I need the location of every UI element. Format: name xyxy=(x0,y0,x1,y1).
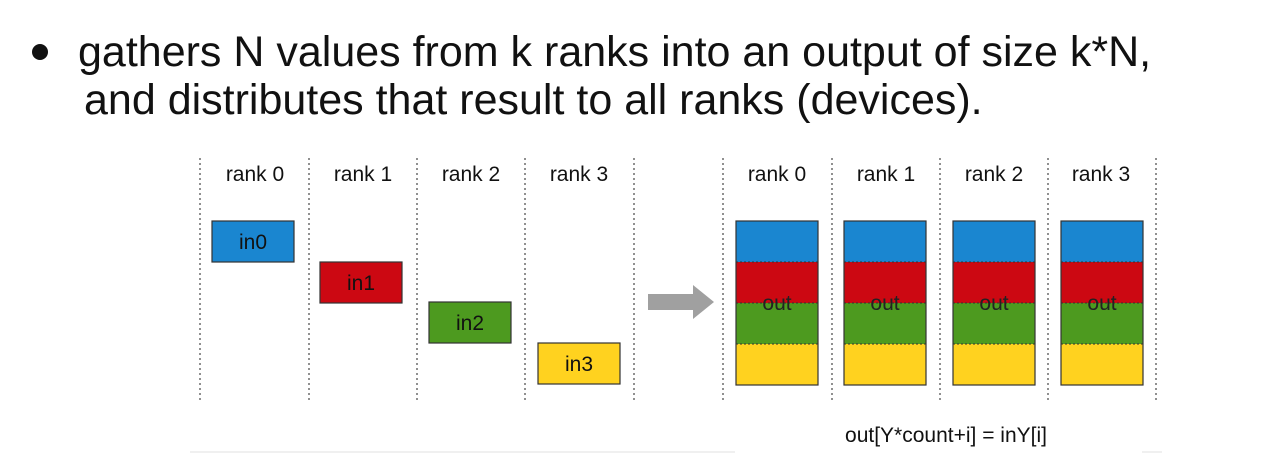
output-stack-0 xyxy=(735,220,819,386)
output-segment-0-2 xyxy=(736,303,818,344)
output-stack-3 xyxy=(1060,220,1144,386)
output-segment-1-0 xyxy=(844,221,926,262)
output-stack-1 xyxy=(843,220,927,386)
input-box-0 xyxy=(211,220,295,263)
input-label-3: in3 xyxy=(565,353,593,376)
right-rank-label-2: rank 2 xyxy=(965,163,1023,186)
right-rank-label-1: rank 1 xyxy=(857,163,915,186)
left-rank-label-1: rank 1 xyxy=(334,163,392,186)
right-separators xyxy=(722,158,1157,400)
bullet-line-1: gathers N values from k ranks into an ou… xyxy=(28,28,1268,76)
output-segment-2-0 xyxy=(953,221,1035,262)
left-rank-label-0: rank 0 xyxy=(226,163,284,186)
input-label-1: in1 xyxy=(347,272,375,295)
right-arrow-icon xyxy=(648,285,714,319)
output-stack-2 xyxy=(952,220,1036,386)
output-segment-3-1 xyxy=(1061,262,1143,303)
input-box-1 xyxy=(319,261,403,304)
input-box-2 xyxy=(428,301,512,344)
input-label-2: in2 xyxy=(456,312,484,335)
bullet-line-2-text: and distributes that result to all ranks… xyxy=(84,76,983,124)
left-separators xyxy=(199,158,635,400)
output-segment-1-2 xyxy=(844,303,926,344)
bullet-text: gathers N values from k ranks into an ou… xyxy=(28,28,1268,124)
output-segment-3-3 xyxy=(1061,344,1143,385)
output-label-2: out xyxy=(979,292,1008,315)
right-rank-label-3: rank 3 xyxy=(1072,163,1130,186)
output-segment-2-3 xyxy=(953,344,1035,385)
output-segment-2-1 xyxy=(953,262,1035,303)
bullet-line-1-text: gathers N values from k ranks into an ou… xyxy=(78,28,1152,76)
output-segment-0-1 xyxy=(736,262,818,303)
output-segment-0-0 xyxy=(736,221,818,262)
output-label-3: out xyxy=(1087,292,1116,315)
output-label-1: out xyxy=(870,292,899,315)
bullet-dot xyxy=(32,44,48,60)
formula-label: out[Y*count+i] = inY[i] xyxy=(845,424,1047,447)
output-segment-1-3 xyxy=(844,344,926,385)
output-stacks xyxy=(735,220,1144,386)
bullet-line-2: and distributes that result to all ranks… xyxy=(28,76,1268,124)
left-rank-label-3: rank 3 xyxy=(550,163,608,186)
output-segment-0-3 xyxy=(736,344,818,385)
output-segment-1-1 xyxy=(844,262,926,303)
input-box-3 xyxy=(537,342,621,385)
output-label-0: out xyxy=(762,292,791,315)
right-rank-label-0: rank 0 xyxy=(748,163,806,186)
left-rank-label-2: rank 2 xyxy=(442,163,500,186)
output-segment-3-0 xyxy=(1061,221,1143,262)
output-segment-3-2 xyxy=(1061,303,1143,344)
input-label-0: in0 xyxy=(239,231,267,254)
output-segment-2-2 xyxy=(953,303,1035,344)
